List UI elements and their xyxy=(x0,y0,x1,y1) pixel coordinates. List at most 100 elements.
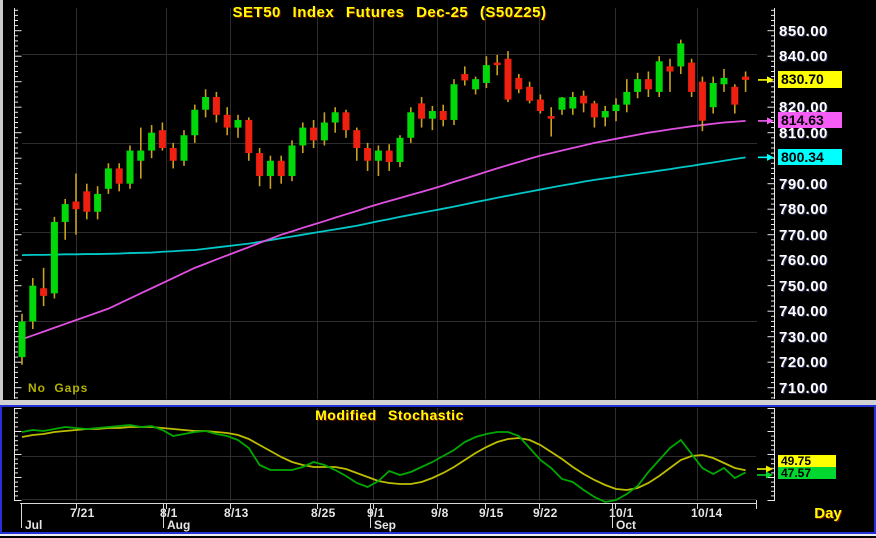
time-axis-end-tick xyxy=(756,500,757,509)
candlestick xyxy=(742,76,750,80)
month-label: Jul xyxy=(25,518,43,532)
candlestick xyxy=(126,150,134,184)
candlestick xyxy=(601,111,609,118)
date-label: 9/1 xyxy=(367,506,385,520)
candlestick xyxy=(202,97,210,110)
candlestick xyxy=(698,81,706,121)
price-axis-label: 840.00 xyxy=(779,48,828,66)
date-label: 8/1 xyxy=(160,506,178,520)
timeframe-label[interactable]: Day xyxy=(814,505,842,522)
candlestick xyxy=(353,130,361,148)
date-label: 7/21 xyxy=(70,506,95,520)
candlestick xyxy=(212,97,220,115)
candlestick xyxy=(580,95,588,104)
price-panel: SET50 Index Futures Dec-25 (S50Z25) No G… xyxy=(0,0,876,400)
candlestick xyxy=(83,191,91,212)
candlestick xyxy=(94,193,102,212)
candlestick xyxy=(50,221,58,294)
ma-slow-value-box: 800.34 xyxy=(778,149,842,165)
candlestick xyxy=(234,119,242,128)
date-label: 9/8 xyxy=(431,506,449,520)
month-tick xyxy=(370,503,371,528)
price-axis-label: 780.00 xyxy=(779,201,828,219)
candles-group[interactable] xyxy=(18,39,750,365)
candlestick xyxy=(158,130,166,148)
date-tick xyxy=(166,503,167,509)
candlestick xyxy=(223,114,231,128)
window-bottom-edge xyxy=(0,534,876,536)
candlestick xyxy=(472,79,480,90)
candlestick xyxy=(299,127,307,146)
date-tick xyxy=(437,503,438,509)
candlestick xyxy=(450,84,458,120)
candlestick xyxy=(245,119,253,154)
price-axis-label: 710.00 xyxy=(779,379,828,397)
chart-title: SET50 Index Futures Dec-25 (S50Z25) xyxy=(232,4,547,21)
candlestick xyxy=(29,285,37,322)
price-axis-label: 850.00 xyxy=(779,22,828,40)
candlestick xyxy=(428,111,436,119)
candlestick xyxy=(547,116,555,119)
stoch-k-line xyxy=(21,424,747,503)
candlestick xyxy=(320,122,328,141)
candlestick xyxy=(364,148,372,161)
stochastic-svg[interactable] xyxy=(0,405,876,534)
price-axis-label: 740.00 xyxy=(779,303,828,321)
price-axis-label: 750.00 xyxy=(779,277,828,295)
date-tick xyxy=(230,503,231,509)
month-label: Sep xyxy=(374,518,397,532)
date-tick xyxy=(485,503,486,509)
candlestick xyxy=(634,79,642,92)
candlestick xyxy=(331,112,339,123)
candlestick xyxy=(396,137,404,163)
candlestick xyxy=(148,132,156,151)
month-tick xyxy=(612,503,613,528)
candlestick xyxy=(536,99,544,112)
candlestick xyxy=(461,74,469,81)
price-axis-label: 730.00 xyxy=(779,328,828,346)
candlestick xyxy=(288,145,296,177)
candlestick xyxy=(720,77,728,85)
candlestick xyxy=(590,103,598,118)
month-label: Oct xyxy=(616,518,637,532)
date-label: 10/14 xyxy=(691,506,723,520)
date-tick xyxy=(615,503,616,509)
stochastic-title: Modified Stochastic xyxy=(315,407,464,423)
panel-divider[interactable] xyxy=(0,400,876,405)
candlestick xyxy=(137,150,145,161)
price-axis-label: 770.00 xyxy=(779,226,828,244)
month-tick xyxy=(21,503,22,528)
candlestick xyxy=(644,79,652,90)
candlestick xyxy=(688,62,696,92)
window-left-edge xyxy=(0,0,3,400)
no-gaps-label: No Gaps xyxy=(28,381,89,395)
stochastic-panel: Modified Stochastic 49.75 47.57 7/21 8/1 8… xyxy=(0,405,876,534)
candlestick xyxy=(104,168,112,189)
candlestick xyxy=(18,321,26,358)
candlestick xyxy=(493,62,501,66)
candlestick xyxy=(277,160,285,177)
candlestick xyxy=(655,61,663,92)
last-price-arrow-icon xyxy=(767,76,774,84)
price-chart-svg[interactable] xyxy=(0,0,876,400)
candlestick xyxy=(709,82,717,108)
ma-slow-arrow-icon xyxy=(767,153,774,161)
ma-slow-line xyxy=(21,156,746,256)
stoch-d-value-box: 49.75 xyxy=(778,455,836,467)
candlestick xyxy=(115,168,123,184)
month-tick xyxy=(163,503,164,528)
candlestick xyxy=(180,135,188,161)
time-axis-line xyxy=(20,503,757,504)
stoch-d-arrow-icon xyxy=(766,465,773,473)
price-axis-label: 810.00 xyxy=(779,124,828,142)
candlestick xyxy=(482,65,490,83)
candlestick xyxy=(418,103,426,119)
price-axis-label: 820.00 xyxy=(779,99,828,117)
candlestick xyxy=(310,127,318,141)
price-axis-label: 720.00 xyxy=(779,354,828,372)
candlestick xyxy=(612,104,620,112)
date-tick xyxy=(539,503,540,509)
date-label: 8/25 xyxy=(311,506,336,520)
candlestick xyxy=(731,86,739,105)
